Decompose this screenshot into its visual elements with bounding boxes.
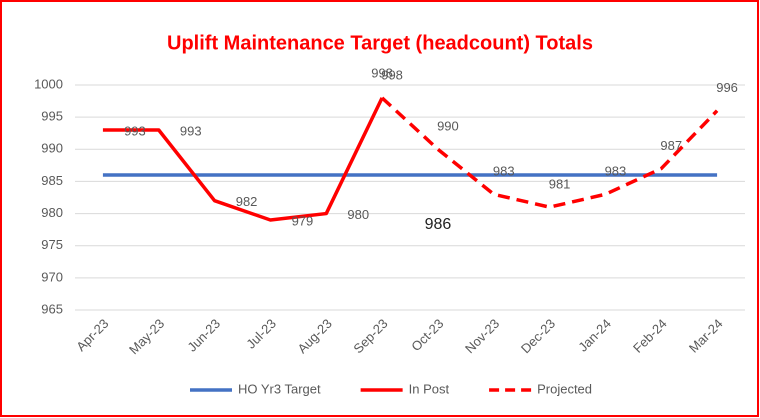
y-tick-label: 965 [41, 301, 63, 316]
legend-label: Projected [537, 381, 592, 396]
y-tick-label: 990 [41, 141, 63, 156]
data-label: 983 [493, 164, 515, 179]
y-tick-label: 980 [41, 205, 63, 220]
y-tick-label: 995 [41, 109, 63, 124]
data-label: 993 [180, 123, 202, 138]
data-label: 983 [605, 164, 627, 179]
data-label: 993 [124, 123, 146, 138]
data-label: 980 [347, 207, 369, 222]
data-label: 996 [716, 80, 738, 95]
series-line [102, 97, 384, 222]
data-label: 979 [292, 213, 314, 228]
chart-title: Uplift Maintenance Target (headcount) To… [167, 32, 593, 54]
data-label: 987 [660, 138, 682, 153]
legend-label: In Post [409, 381, 450, 396]
y-tick-label: 975 [41, 237, 63, 252]
data-label: 998 [371, 65, 393, 80]
data-label: 990 [437, 119, 459, 134]
data-label: 982 [236, 194, 258, 209]
y-tick-label: 1000 [34, 76, 63, 91]
y-tick-label: 985 [41, 173, 63, 188]
data-label: 986 [425, 216, 452, 233]
data-label: 981 [549, 177, 571, 192]
series-line [380, 96, 719, 209]
data-label: 998 [381, 67, 403, 82]
y-tick-label: 970 [41, 269, 63, 284]
legend-label: HO Yr3 Target [238, 381, 321, 396]
